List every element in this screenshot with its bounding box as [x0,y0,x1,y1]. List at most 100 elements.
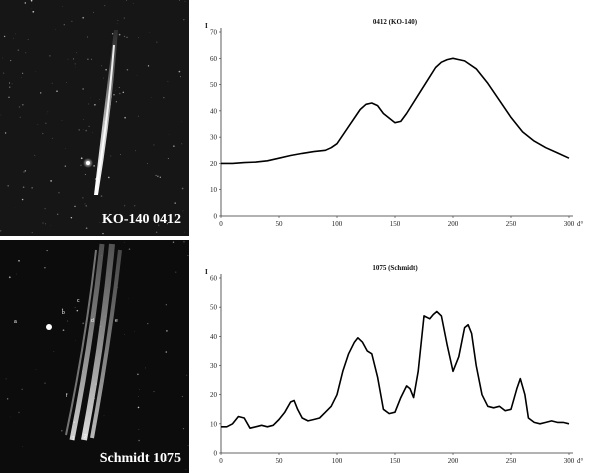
star [173,145,175,147]
star [124,204,126,206]
star [82,16,85,19]
mark-e: e [115,318,118,324]
star [5,378,7,380]
star [22,446,24,447]
star [165,304,167,306]
star [138,37,139,39]
star [61,120,63,121]
star [179,76,182,78]
star [78,129,80,131]
star [37,124,39,125]
star [138,115,139,117]
star [115,101,117,103]
star [63,24,65,26]
star [134,330,135,332]
star [62,329,65,332]
star [107,176,110,179]
star [30,0,33,2]
chart-0412: 0 10 20 30 40 50 60 70 0 50 100 150 200 250 300 Id° 0412… [205,18,584,228]
star [135,150,136,152]
star [124,334,125,335]
star [126,36,128,38]
star [11,83,13,85]
star [124,116,126,119]
y-tick-label: 30 [210,362,218,370]
star [137,395,139,397]
star [21,388,23,390]
x-tick-label: 100 [332,220,343,228]
star [103,77,104,79]
star [84,203,86,205]
x-tick-label: 150 [390,220,401,228]
star [151,97,152,98]
star [137,373,139,376]
x-tick-label: 100 [332,457,343,465]
x-tick-label: 300 [564,220,575,228]
star [153,391,155,393]
star [51,137,53,139]
star [6,398,9,400]
star [117,19,119,21]
star [99,222,101,223]
star [187,444,189,446]
star [31,8,33,10]
y-tick-label: 50 [210,81,218,89]
star [168,133,170,135]
star [44,208,46,210]
star [99,99,101,100]
y-tick-label: 0 [214,450,218,458]
star [181,395,184,398]
x-tick-label: 250 [506,457,517,465]
y-tick-label: 0 [214,213,218,221]
star [185,469,187,470]
star [93,165,95,167]
star [165,351,168,353]
star [24,2,27,4]
star [80,157,83,160]
star [45,223,46,225]
mark-a: a [14,319,17,325]
star [16,273,17,275]
star [128,248,131,250]
star [70,216,73,219]
star [75,340,77,342]
star [57,213,59,215]
y-axis-label: I [205,268,208,276]
star [92,132,93,133]
star [84,173,86,175]
star [85,227,88,230]
star [74,63,76,65]
star [167,223,169,225]
star [47,111,49,113]
y-tick-label: 10 [210,420,218,428]
star [128,298,129,299]
star [182,428,185,430]
star [138,439,140,442]
star [19,116,21,118]
star [163,97,165,99]
x-tick-label: 250 [506,220,517,228]
star [88,125,90,128]
star [7,184,10,187]
star [9,82,11,84]
star [111,33,114,35]
star [184,231,186,233]
star [46,113,48,115]
meteor-trail-3 [90,249,122,439]
star [174,202,176,204]
star [8,96,10,98]
star [181,187,184,190]
photo-schmidt-image: a b c d e f 1 2 [5,240,189,470]
star [118,87,120,88]
star [13,37,14,39]
star [132,3,134,4]
chart-title: 1075 (Schmidt) [372,264,418,272]
star [159,176,161,178]
y-tick-label: 50 [210,304,218,312]
x-tick-label: 300 [564,457,575,465]
star [9,86,11,88]
star [45,122,47,124]
star [55,28,56,30]
star [35,369,37,370]
star [149,31,150,33]
